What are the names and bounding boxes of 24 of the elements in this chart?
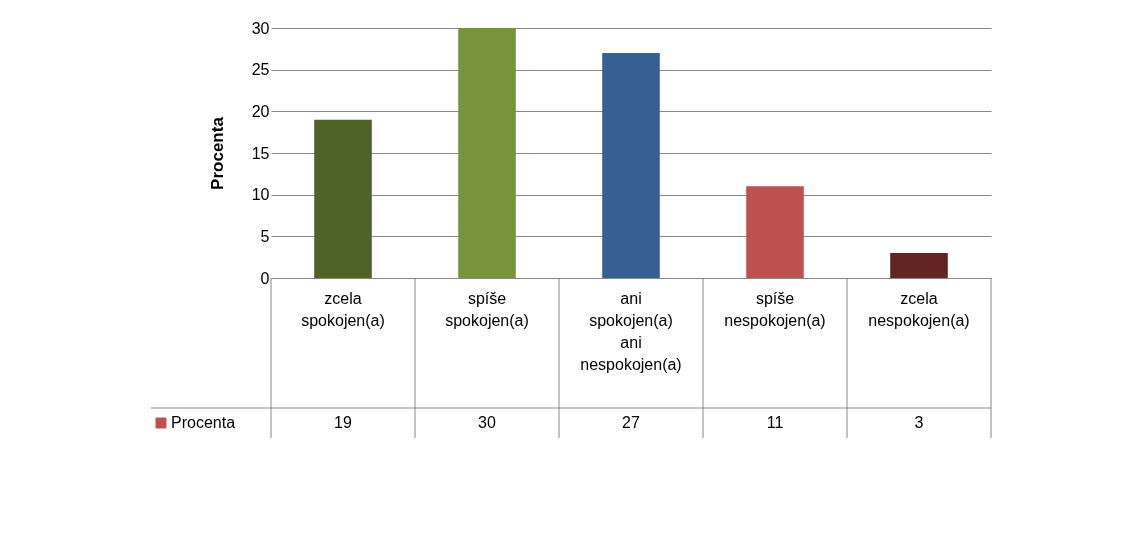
x-tick-label: zcela nespokojen(a) [868, 289, 970, 329]
data-label: 30 [478, 414, 496, 431]
x-tick-label: ani spokojen(a) ani nespokojen(a) [580, 289, 682, 373]
x-tick-label: spíše spokojen(a) [445, 289, 529, 329]
data-label: 27 [622, 414, 640, 431]
data-label: 11 [766, 414, 784, 431]
y-tick-label: 0 [260, 269, 270, 287]
x-tick-label: zcela spokojen(a) [301, 289, 385, 329]
y-tick-label: 25 [251, 61, 270, 79]
y-tick-label: 30 [251, 19, 270, 37]
bar [602, 53, 660, 278]
x-tick-label: spíše nespokojen(a) [724, 289, 826, 329]
y-tick-label: 10 [251, 186, 270, 204]
data-label: 3 [914, 414, 924, 431]
legend-label: Procenta [171, 414, 236, 431]
y-tick-label: 15 [251, 144, 270, 162]
y-tick-label: 5 [260, 227, 270, 245]
y-tick-label: 20 [251, 102, 270, 120]
bar [890, 253, 948, 278]
y-axis-title: Procenta [207, 116, 227, 190]
bar [458, 28, 516, 278]
bar [746, 186, 804, 278]
data-label: 19 [334, 414, 352, 431]
bar [314, 119, 372, 278]
